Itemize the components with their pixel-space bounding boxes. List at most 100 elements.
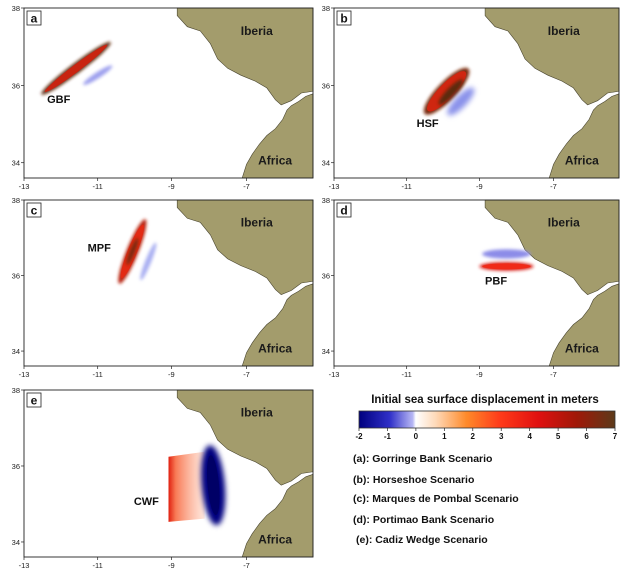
label-africa: Africa (258, 342, 292, 356)
panel-letter: d (340, 204, 347, 218)
legend-item-e: (e): Cadiz Wedge Scenario (356, 534, 488, 546)
y-tick-label: 38 (322, 4, 330, 13)
y-tick-label: 36 (322, 272, 330, 281)
panel-letter: b (340, 12, 347, 26)
colorbar-ramp (358, 410, 616, 429)
displacement-zone (482, 263, 531, 270)
panel-letter-box (336, 202, 352, 218)
colorbar-ticks: -2 -1 0 1 2 3 4 5 6 7 (355, 428, 618, 441)
x-tick-label: -13 (19, 561, 30, 570)
colorbar-tick-label: 1 (442, 432, 447, 441)
iberia-landmass (176, 389, 314, 486)
y-tick-label: 34 (322, 347, 330, 356)
label-africa: Africa (258, 153, 292, 167)
panel-letter-box (336, 10, 352, 26)
x-tick-label: -7 (243, 561, 250, 570)
iberia-landmass (484, 199, 620, 295)
legend-item-d: (d): Portimao Bank Scenario (353, 514, 494, 526)
panel-frame (23, 199, 314, 367)
label-iberia: Iberia (241, 24, 273, 38)
legend-item-c: (c): Marques de Pombal Scenario (353, 493, 519, 505)
label-africa: Africa (258, 533, 292, 547)
x-tick-label: -13 (329, 370, 340, 379)
x-tick-label: -9 (476, 370, 483, 379)
x-tick-label: -9 (168, 561, 175, 570)
displacement-zone (140, 242, 157, 281)
colorbar-tick-label: 5 (556, 432, 561, 441)
map-panel-a: Iberia Africa GBF a -13 -11 -9 -7 38 36 34 (12, 4, 314, 191)
legend-item-a: (a): Gorringe Bank Scenario (353, 453, 492, 465)
y-tick-label: 36 (322, 81, 330, 90)
displacement-zone (44, 44, 108, 93)
panel-letter: c (31, 204, 38, 218)
label-iberia: Iberia (548, 216, 580, 230)
displacement-zone (482, 249, 531, 259)
panel-letter: e (31, 394, 38, 408)
label-africa: Africa (565, 342, 599, 356)
label-iberia: Iberia (241, 216, 273, 230)
map-panel-b: Iberia Africa HSF b -13 -11 -9 -7 38 36 34 (322, 4, 620, 191)
y-tick-label: 36 (12, 81, 20, 90)
x-tick-label: -9 (476, 182, 483, 191)
x-tick-label: -7 (243, 182, 250, 191)
label-iberia: Iberia (241, 406, 273, 420)
x-tick-label: -7 (550, 370, 557, 379)
colorbar-tick-label: 4 (527, 432, 532, 441)
x-tick-label: -13 (19, 182, 30, 191)
panel-letter: a (31, 12, 38, 26)
map-panel-c: Iberia Africa MPF c -13 -11 -9 -7 38 36 34 (12, 196, 314, 379)
x-tick-label: -11 (93, 370, 103, 379)
colorbar: Initial sea surface displacement in mete… (355, 394, 617, 441)
displacement-zone (83, 65, 113, 85)
fault-label-gbf: GBF (47, 94, 70, 106)
displacement-zone (438, 79, 464, 105)
displacement-zone (126, 238, 139, 265)
panel-frame (23, 7, 314, 179)
x-tick-label: -9 (168, 182, 175, 191)
panel-frame (333, 199, 620, 367)
y-tick-label: 36 (12, 272, 20, 281)
map-panel-d: Iberia Africa PBF d -13 -11 -9 -7 38 36 34 (322, 196, 620, 379)
fault-label-hsf: HSF (417, 118, 439, 130)
iberia-landmass (176, 199, 314, 295)
iberia-landmass (484, 7, 620, 106)
y-tick-label: 38 (322, 196, 330, 205)
panel-frame (23, 389, 314, 558)
fault-label-mpf: MPF (88, 242, 112, 254)
panel-letter-box (26, 392, 42, 408)
x-tick-label: -13 (19, 370, 30, 379)
label-iberia: Iberia (548, 24, 580, 38)
x-tick-label: -11 (93, 561, 103, 570)
africa-landmass (241, 473, 314, 558)
africa-landmass (548, 283, 620, 367)
y-tick-label: 38 (12, 196, 20, 205)
iberia-landmass (176, 7, 314, 106)
colorbar-tick-label: 3 (499, 432, 504, 441)
y-tick-label: 34 (12, 347, 20, 356)
fault-label-cwf: CWF (134, 496, 159, 508)
fault-label-pbf: PBF (485, 276, 507, 288)
x-tick-label: -7 (243, 370, 250, 379)
y-tick-label: 38 (12, 386, 20, 395)
panel-frame (333, 7, 620, 179)
y-tick-label: 34 (322, 159, 330, 168)
x-tick-label: -9 (168, 370, 175, 379)
uplift-zone (168, 451, 205, 522)
colorbar-title: Initial sea surface displacement in mete… (371, 394, 599, 406)
x-tick-label: -11 (402, 182, 412, 191)
africa-landmass (548, 93, 620, 179)
map-panel-e: Iberia Africa CWF e -13 -11 -9 -7 38 36 34 (12, 386, 314, 570)
colorbar-tick-label: 7 (613, 432, 618, 441)
panel-letter-box (26, 202, 42, 218)
y-tick-label: 34 (12, 538, 20, 547)
legend-item-b: (b): Horseshoe Scenario (353, 474, 474, 486)
x-tick-label: -11 (402, 370, 412, 379)
scenario-legend: (a): Gorringe Bank Scenario (b): Horsesh… (353, 453, 519, 546)
colorbar-tick-label: -2 (355, 432, 363, 441)
displacement-zone (447, 87, 475, 116)
africa-landmass (241, 283, 314, 367)
y-tick-label: 38 (12, 4, 20, 13)
panel-letter-box (26, 10, 42, 26)
